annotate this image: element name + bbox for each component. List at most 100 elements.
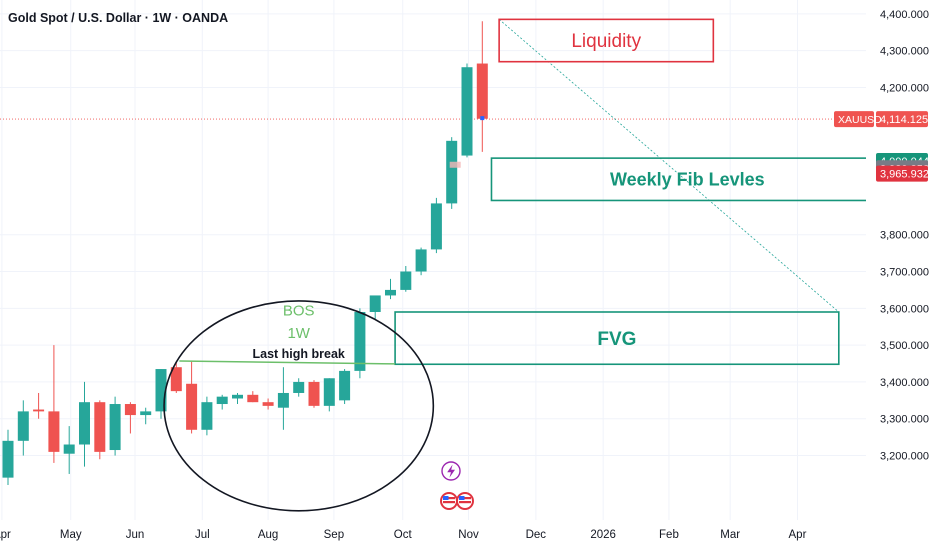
candle-body — [385, 289, 396, 296]
candle-body — [369, 295, 381, 312]
candle-body — [124, 404, 136, 416]
candle[interactable] — [461, 63, 473, 158]
candle-body — [232, 394, 243, 399]
candle[interactable] — [446, 137, 458, 209]
symbol-badge-label: XAUUSD — [838, 114, 882, 126]
candle[interactable] — [2, 429, 14, 485]
candle[interactable] — [170, 361, 182, 393]
candle[interactable] — [33, 392, 45, 419]
candle[interactable] — [354, 308, 366, 379]
candles-layer — [2, 21, 488, 485]
candle[interactable] — [109, 396, 121, 456]
last-high-line[interactable] — [179, 360, 396, 365]
price-badge-label: 3,965.932 — [880, 169, 929, 181]
candle-body — [155, 369, 167, 412]
last-high-break-label: Last high break — [253, 347, 345, 361]
candle[interactable] — [48, 345, 60, 463]
bos-circle[interactable] — [163, 300, 435, 512]
time-tick-label: 2026 — [590, 529, 616, 541]
candle[interactable] — [430, 197, 442, 254]
candle[interactable] — [17, 400, 29, 456]
candle-body — [140, 411, 152, 416]
candle-body — [170, 367, 182, 392]
time-tick-label: Nov — [458, 529, 479, 541]
fvg-box[interactable] — [394, 311, 840, 366]
candle-body — [63, 444, 75, 454]
candle[interactable] — [79, 381, 90, 467]
time-tick-label: Sep — [324, 529, 344, 541]
candle-body — [354, 311, 366, 371]
time-tick-label: May — [60, 529, 82, 541]
candle[interactable] — [400, 265, 412, 292]
price-tick-label: 3,800.000 — [880, 230, 929, 242]
price-axis-background[interactable] — [866, 0, 932, 520]
time-axis[interactable]: Apr May Jun Jul Aug Sep Oct Nov Dec 2026 Feb Mar Apr — [0, 529, 807, 541]
chart-title: Gold Spot / U.S. Dollar · 1W · OANDA — [8, 11, 228, 25]
chart-grid — [0, 0, 866, 520]
candle[interactable] — [369, 295, 381, 320]
candle-body — [186, 383, 198, 430]
candle[interactable] — [277, 367, 289, 430]
candle-body — [216, 396, 228, 405]
price-badge-label: 4,114.125 — [880, 114, 928, 126]
liquidity-label: Liquidity — [571, 31, 641, 52]
candle[interactable] — [232, 392, 243, 405]
candle[interactable] — [476, 21, 488, 152]
weekly-fib-label: Weekly Fib Levles — [610, 170, 765, 190]
time-tick-label: Jul — [195, 529, 210, 541]
candle[interactable] — [385, 278, 396, 300]
us-flag-icon[interactable] — [440, 492, 458, 510]
price-badge — [876, 165, 928, 182]
candle-body — [247, 394, 259, 403]
time-tick-label: Feb — [659, 529, 679, 541]
candle-body — [461, 67, 473, 156]
liquidity-box[interactable] — [498, 18, 715, 63]
last-price-marker — [480, 116, 485, 121]
candle[interactable] — [247, 391, 259, 403]
price-tick-label: 3,600.000 — [880, 303, 929, 315]
time-tick-label: Jun — [126, 529, 145, 541]
candle-body — [17, 411, 29, 441]
candle-body — [308, 381, 320, 406]
time-tick-label: Apr — [0, 529, 11, 541]
diagonal-trend-line[interactable] — [498, 19, 840, 313]
candle[interactable] — [155, 369, 167, 419]
price-tick-label: 3,400.000 — [880, 377, 929, 389]
candle[interactable] — [140, 407, 152, 425]
price-axis[interactable]: 4,400.000 4,300.000 4,200.000 3,800.000 3,70… — [834, 9, 929, 463]
us-flag-icon[interactable] — [456, 492, 474, 510]
candle[interactable] — [94, 400, 106, 460]
candle-body — [94, 402, 106, 452]
price-tick-label: 4,400.000 — [880, 9, 929, 21]
candle-body — [415, 249, 427, 272]
candle[interactable] — [323, 378, 335, 412]
candle-body — [48, 411, 60, 452]
candle[interactable] — [186, 361, 198, 434]
candle-body — [262, 402, 274, 406]
candle[interactable] — [201, 396, 213, 436]
candle[interactable] — [124, 402, 136, 434]
candle[interactable] — [415, 247, 427, 276]
time-tick-label: Oct — [394, 529, 413, 541]
candle-body — [2, 440, 14, 478]
candle-body — [79, 402, 90, 445]
candle[interactable] — [339, 369, 351, 405]
price-tick-label: 3,200.000 — [880, 451, 929, 463]
candle-body — [430, 203, 442, 250]
candle-body — [201, 402, 213, 430]
bos-timeframe-label: 1W — [287, 325, 310, 342]
annotations-layer: Liquidity Weekly Fib Levles FVG BOS 1W Last h… — [163, 18, 884, 512]
price-tick-label: 3,700.000 — [880, 267, 929, 279]
candle[interactable] — [293, 378, 305, 397]
candle[interactable] — [63, 426, 75, 474]
candle[interactable] — [262, 398, 274, 410]
candle[interactable] — [216, 394, 228, 410]
time-tick-label: Mar — [720, 529, 740, 541]
time-tick-label: Apr — [789, 529, 807, 541]
price-tick-label: 4,200.000 — [880, 82, 929, 94]
candle-body — [476, 63, 488, 119]
candle[interactable] — [308, 380, 320, 408]
symbol-badge[interactable] — [834, 111, 874, 128]
event-markers — [440, 461, 474, 510]
